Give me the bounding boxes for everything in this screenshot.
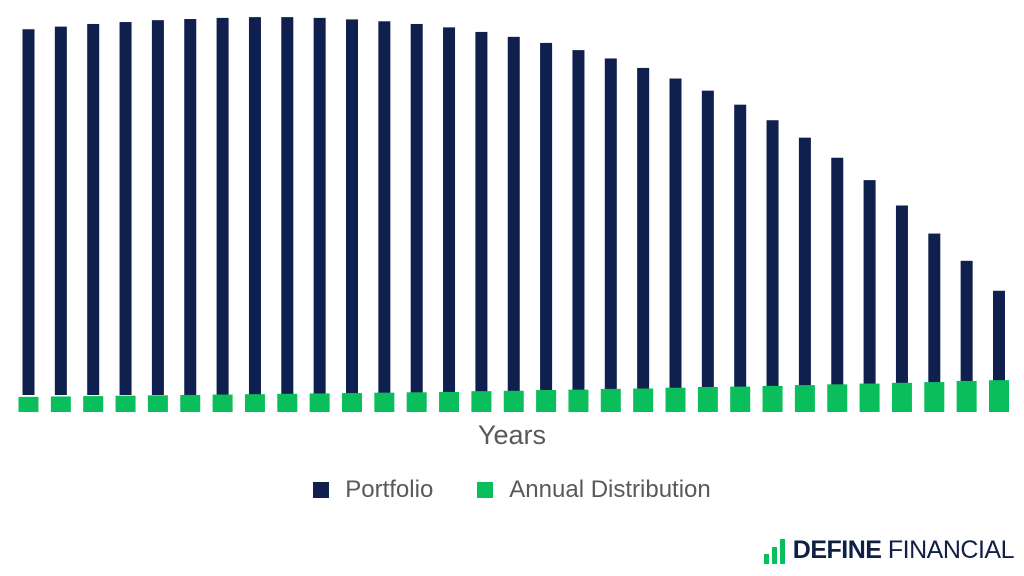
annual-distribution-bar [471,391,492,412]
portfolio-bar [443,27,456,396]
portfolio-bar [928,233,941,395]
legend-label-portfolio: Portfolio [345,476,434,503]
portfolio-bar [378,21,391,396]
legend-item-portfolio: Portfolio [313,476,433,504]
portfolio-bar [22,29,35,395]
portfolio-bar [151,20,164,395]
portfolio-bar [54,26,67,396]
portfolio-bar [701,90,714,395]
annual-distribution-bar [50,396,71,412]
logo-text-bold: DEFINE [792,535,882,564]
annual-distribution-bar [536,390,557,412]
portfolio-bar [281,17,294,395]
legend-item-annual-distribution: Annual Distribution [477,476,711,504]
portfolio-bar [798,137,811,395]
portfolio-bar [87,23,100,396]
legend: Portfolio Annual Distribution [0,476,1024,504]
bar-chart [18,17,1009,412]
annual-distribution-bar [730,386,751,412]
annual-distribution-bar [665,387,686,412]
logo-text-regular: FINANCIAL [881,535,1015,564]
annual-distribution-bar [697,386,718,412]
annual-distribution-bar [439,391,460,412]
annual-distribution-bar [374,392,395,412]
annual-distribution-bar [989,380,1009,412]
annual-distribution-bar [762,385,783,412]
portfolio-bar [475,31,488,395]
annual-distribution-bar [180,394,201,412]
portfolio-bar [895,205,908,395]
portfolio-bar [960,260,973,395]
portfolio-bar [119,22,132,396]
annual-distribution-bar [342,393,362,412]
annual-distribution-bar [794,385,815,412]
annual-distribution-bar [891,382,912,412]
annual-distribution-bar [212,394,233,412]
x-axis-label: Years [477,420,547,450]
annual-distribution-bar [859,383,880,412]
portfolio-bar [604,58,617,395]
portfolio-bar [766,120,779,395]
annual-distribution-bar [406,392,427,412]
annual-distribution-swatch [477,482,494,498]
portfolio-swatch [313,482,330,498]
portfolio-bar [637,67,650,396]
annual-distribution-bar [633,388,654,412]
portfolio-bar [993,290,1005,395]
annual-distribution-bar [568,389,589,412]
annual-distribution-bar [277,393,298,412]
annual-distribution-bar [309,393,330,412]
annual-distribution-bar [18,396,39,412]
annual-distribution-bar [147,395,168,412]
portfolio-bar [831,157,844,395]
annual-distribution-bar [503,390,524,412]
logo-bars-icon [763,539,785,564]
portfolio-bar [313,17,326,395]
annual-distribution-bar [956,380,977,412]
annual-distribution-bar [924,382,945,412]
portfolio-bar [540,42,553,395]
annual-distribution-bar [244,394,265,412]
portfolio-bar [863,180,876,395]
annual-distribution-bar [83,396,104,412]
annual-distribution-bar [115,395,136,412]
portfolio-bar [216,17,229,395]
portfolio-bar [572,50,585,396]
annual-distribution-bar [600,388,621,412]
portfolio-bar [669,78,682,395]
portfolio-bar [184,19,197,396]
legend-label-annual-distribution: Annual Distribution [509,476,711,503]
portfolio-bar [507,36,520,396]
portfolio-bar [734,104,747,395]
annual-distribution-bar [827,384,848,412]
logo-text: DEFINE FINANCIAL [792,535,1015,564]
portfolio-bar [346,19,358,395]
portfolio-bar [248,17,261,395]
define-financial-logo: DEFINE FINANCIAL [763,536,1014,564]
portfolio-bar [410,23,423,396]
